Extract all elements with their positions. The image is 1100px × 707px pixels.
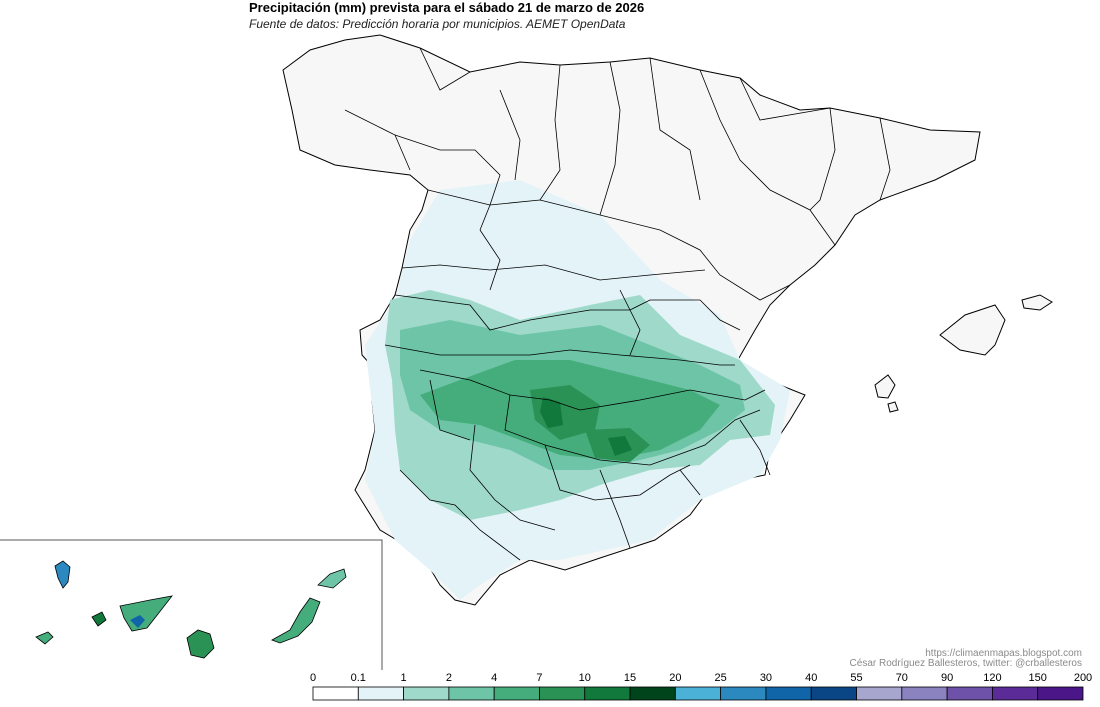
el-hierro-island (35, 631, 54, 645)
legend-labels: 0 0.1 1 2 4 7 10 15 20 25 30 40 55 70 90 120 150 200 (0, 672, 1100, 686)
legend-swatch (946, 686, 993, 701)
legend-label: 15 (623, 672, 637, 684)
legend-swatch (720, 686, 767, 701)
legend-swatch (493, 686, 540, 701)
ibiza-island (874, 374, 896, 399)
canary-islands (35, 560, 347, 659)
la-gomera-island (91, 611, 107, 627)
mallorca-island (939, 304, 1006, 356)
formentera-island (887, 401, 899, 413)
map-title: Precipitación (mm) prevista para el sába… (249, 0, 645, 15)
legend-label: 200 (1073, 672, 1093, 684)
legend-label: 0 (309, 672, 317, 684)
legend-label: 10 (578, 672, 591, 684)
legend-swatch (765, 686, 812, 701)
credit-url: https://climaenmapas.blogspot.com (925, 648, 1082, 659)
legend-label: 4 (491, 672, 498, 684)
lanzarote-island (317, 568, 347, 589)
precip-10-15 (540, 397, 632, 456)
legend-label: 120 (983, 672, 1002, 684)
legend-swatch (901, 686, 948, 701)
legend-swatch (629, 686, 676, 701)
legend-swatch (403, 686, 450, 701)
legend-label: 2 (445, 672, 452, 684)
province-borders (344, 47, 891, 561)
legend-swatch (856, 686, 903, 701)
legend-swatch (448, 686, 495, 701)
menorca-island (1021, 294, 1053, 311)
legend-label: 55 (850, 672, 863, 684)
fuerteventura-island (271, 597, 321, 644)
legend-label: 70 (895, 672, 908, 684)
gran-canaria-island (186, 629, 215, 659)
legend-color-bar (312, 686, 1084, 701)
legend-label: 90 (940, 672, 954, 684)
legend-swatch (539, 686, 586, 701)
legend-label: 40 (805, 672, 818, 684)
legend-swatch (584, 686, 631, 701)
legend-swatch (312, 686, 359, 701)
map-subtitle: Fuente de datos: Predicción horaria por … (249, 17, 626, 31)
legend-label: 0.1 (350, 672, 366, 684)
tenerife-island (119, 595, 173, 632)
legend-label: 25 (714, 672, 727, 684)
legend-swatch (810, 686, 857, 701)
legend-label: 7 (536, 672, 543, 684)
legend-swatch (674, 686, 722, 701)
precip-overlay (365, 180, 790, 600)
legend-swatch (992, 686, 1039, 701)
legend-swatch (357, 686, 404, 701)
legend-label: 150 (1028, 672, 1047, 684)
legend-label: 30 (759, 672, 773, 684)
la-palma-island (54, 560, 71, 589)
legend-label: 20 (669, 672, 682, 684)
credit-author: César Rodríguez Ballesteros, twitter: @c… (849, 658, 1082, 669)
tenerife-core (130, 615, 145, 628)
canary-inset-frame (0, 539, 383, 670)
legend-swatch (1037, 686, 1084, 701)
legend-label: 1 (400, 672, 407, 684)
